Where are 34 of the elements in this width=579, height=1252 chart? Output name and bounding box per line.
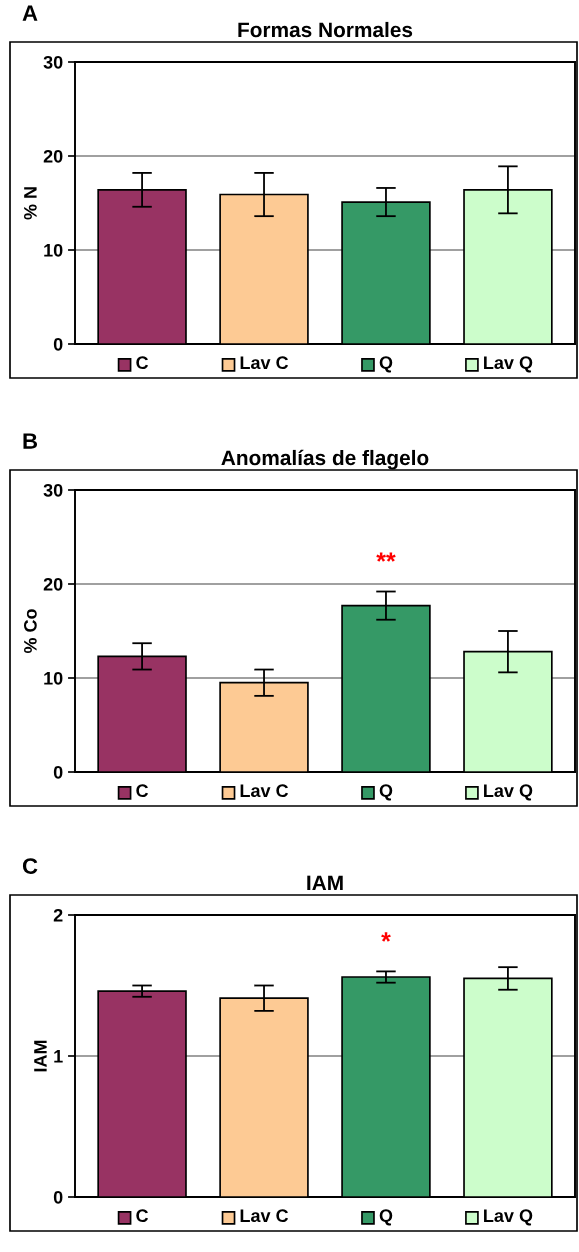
chart-title: IAM — [307, 875, 343, 890]
x-tick-label: Lav C — [240, 356, 289, 370]
y-axis-title: % Co — [23, 609, 37, 654]
x-tick-label: C — [136, 356, 149, 370]
y-tick-label: 30 — [43, 55, 63, 69]
y-tick-label: 10 — [44, 671, 63, 685]
y-tick-label: 0 — [53, 337, 63, 351]
x-tick-label: Q — [379, 356, 393, 373]
x-tick-label: Lav Q — [484, 1209, 533, 1226]
x-tick-label: Lav C — [240, 784, 289, 798]
x-tick-label: Lav Q — [484, 784, 533, 801]
text: B — [23, 433, 38, 449]
y-tick-label: 0 — [53, 1190, 63, 1204]
chart-title: Formas Normales — [238, 21, 413, 38]
y-tick-label: 30 — [43, 483, 63, 497]
y-axis-title: IAM — [34, 1040, 47, 1072]
annotation: * — [381, 932, 391, 942]
y-tick-label: 0 — [53, 765, 63, 779]
x-tick-label: Lav Q — [484, 356, 533, 373]
y-tick-label: 1 — [54, 1050, 63, 1063]
x-tick-label: C — [136, 1209, 149, 1223]
text: A — [22, 5, 38, 21]
chart-title: Anomalías de flagelo — [221, 449, 429, 470]
y-tick-label: 20 — [43, 149, 63, 163]
text: C — [22, 858, 38, 874]
x-tick-label: Lav C — [240, 1209, 289, 1223]
annotation: ** — [376, 552, 396, 562]
x-tick-label: Q — [379, 784, 393, 801]
y-tick-label: 20 — [43, 577, 63, 591]
y-tick-label: 2 — [53, 908, 63, 922]
x-tick-label: C — [136, 784, 149, 798]
x-tick-label: Q — [379, 1209, 393, 1226]
y-axis-title: % N — [24, 187, 37, 220]
y-tick-label: 10 — [44, 243, 63, 257]
